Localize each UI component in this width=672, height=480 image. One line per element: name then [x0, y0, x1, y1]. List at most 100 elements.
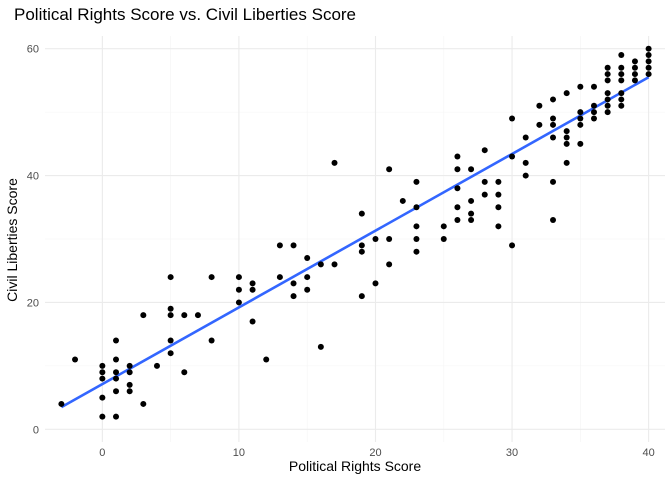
x-tick-label: 40: [642, 447, 654, 459]
data-point: [645, 71, 652, 78]
y-tick-label: 60: [27, 44, 39, 56]
data-point: [550, 178, 557, 185]
data-point: [468, 197, 475, 204]
data-point: [72, 356, 79, 363]
data-point: [563, 159, 570, 166]
data-point: [563, 134, 570, 141]
y-axis-ticks: 0 20 40 60: [27, 44, 39, 437]
y-tick-label: 20: [27, 297, 39, 309]
data-point: [522, 134, 529, 141]
trend-line-layer: [60, 76, 650, 409]
data-point: [590, 109, 597, 116]
data-point: [468, 210, 475, 217]
data-point: [235, 274, 242, 281]
data-point: [372, 236, 379, 242]
data-point: [536, 102, 543, 109]
data-point: [631, 77, 638, 84]
data-point: [167, 305, 174, 312]
data-point: [140, 400, 147, 407]
x-axis-ticks: 0 10 20 30 40: [99, 447, 654, 459]
data-point: [645, 52, 652, 59]
data-point: [481, 191, 488, 198]
data-point: [440, 236, 447, 242]
x-tick-label: 0: [99, 447, 105, 459]
data-point: [522, 159, 529, 166]
data-point: [468, 166, 475, 173]
data-point: [604, 71, 611, 78]
data-point: [126, 381, 133, 388]
x-tick-label: 30: [506, 447, 518, 459]
data-point: [618, 77, 625, 84]
data-point: [481, 147, 488, 154]
data-point: [126, 388, 133, 395]
data-point: [317, 343, 324, 350]
data-point: [618, 52, 625, 59]
grid: [45, 36, 665, 442]
data-point: [563, 140, 570, 147]
data-point: [550, 216, 557, 223]
data-point: [386, 166, 393, 173]
data-point: [181, 312, 188, 319]
data-point: [208, 337, 215, 344]
data-point: [58, 400, 65, 407]
data-point: [631, 71, 638, 78]
data-point: [249, 286, 256, 293]
x-tick-label: 20: [369, 447, 381, 459]
data-point: [181, 369, 188, 376]
data-point: [495, 178, 502, 185]
data-point: [454, 153, 461, 160]
data-point: [645, 45, 652, 52]
data-point: [522, 172, 529, 179]
data-point: [99, 394, 106, 401]
data-point: [468, 216, 475, 223]
data-point: [590, 115, 597, 122]
data-point: [153, 362, 160, 369]
data-point: [604, 109, 611, 116]
data-point: [550, 115, 557, 122]
data-point: [167, 350, 174, 357]
data-point: [495, 223, 502, 230]
trend-line: [60, 76, 650, 409]
data-point: [590, 102, 597, 109]
data-point: [645, 64, 652, 71]
data-point: [99, 362, 106, 369]
data-point: [550, 96, 557, 103]
data-point: [577, 121, 584, 128]
x-tick-label: 10: [233, 447, 245, 459]
data-point: [235, 286, 242, 293]
data-point: [481, 178, 488, 185]
data-point: [249, 318, 256, 325]
data-point: [249, 280, 256, 287]
data-point: [495, 191, 502, 198]
data-point: [386, 236, 393, 242]
data-point: [331, 159, 338, 166]
data-point: [358, 242, 365, 249]
data-point: [399, 197, 406, 204]
data-point: [276, 242, 283, 249]
data-point: [304, 286, 311, 293]
y-tick-label: 40: [27, 171, 39, 183]
data-point: [386, 261, 393, 268]
data-point: [577, 140, 584, 147]
data-point: [413, 248, 420, 255]
data-point: [604, 96, 611, 103]
data-point: [276, 274, 283, 281]
data-point: [167, 337, 174, 344]
data-point: [577, 109, 584, 116]
data-point: [509, 242, 516, 249]
data-point: [604, 102, 611, 109]
data-point: [263, 356, 270, 363]
data-point: [454, 216, 461, 223]
data-point: [113, 388, 120, 395]
data-point: [618, 102, 625, 109]
data-point: [413, 178, 420, 185]
data-point: [631, 64, 638, 71]
data-point: [317, 261, 324, 268]
data-point: [563, 128, 570, 135]
data-point: [618, 71, 625, 78]
data-point: [290, 293, 297, 300]
chart-title: Political Rights Score vs. Civil Liberti…: [14, 5, 356, 24]
data-point: [550, 121, 557, 128]
data-point: [208, 274, 215, 281]
